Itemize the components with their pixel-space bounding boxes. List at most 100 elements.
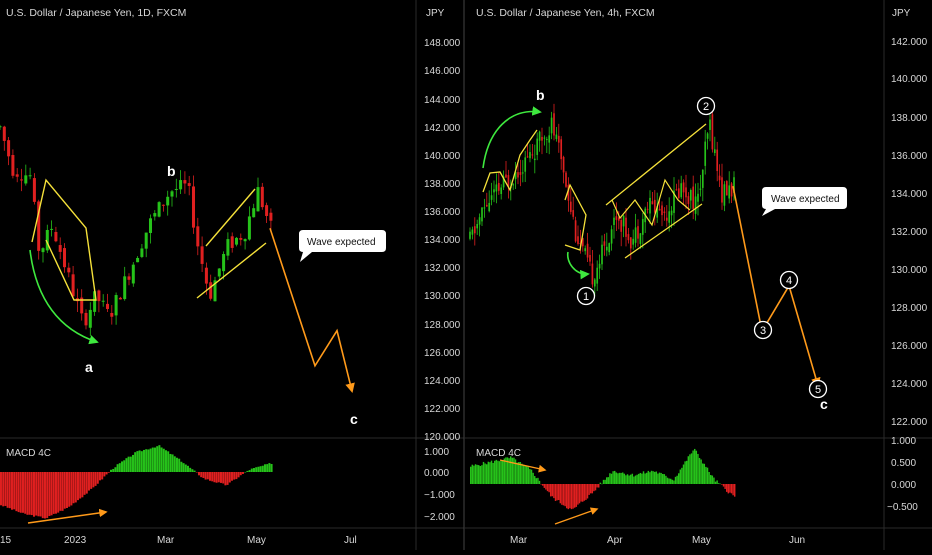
macd-bar	[676, 475, 678, 484]
candle-body	[603, 241, 606, 246]
right-price-axis[interactable]: 142.000 140.000 138.000 136.000 134.000 …	[891, 37, 928, 428]
macd-bar	[99, 472, 101, 481]
candle-body	[730, 183, 733, 197]
macd-bar	[599, 482, 602, 484]
right-macd-divergence-arrow-1	[499, 459, 547, 473]
right-wave-b-pattern	[482, 129, 538, 193]
right-channel-lower	[624, 203, 703, 259]
right-callout-text: Wave expected	[771, 194, 840, 205]
candle-body	[581, 238, 584, 247]
wave-count-circle	[808, 379, 828, 399]
candle-body	[136, 257, 140, 263]
candle-body	[526, 156, 529, 158]
macd-bar	[167, 451, 170, 472]
macd-bar	[41, 472, 44, 519]
macd-bar	[74, 472, 77, 503]
macd-bar	[470, 466, 472, 484]
candle-body	[521, 172, 524, 174]
right-candles	[469, 100, 735, 296]
right-time-tick: Jun	[789, 535, 805, 546]
candle-body	[639, 233, 642, 244]
wave-count-number: 2	[703, 101, 709, 113]
macd-bar	[490, 460, 493, 484]
candle-body	[505, 174, 507, 178]
macd-bar	[180, 461, 183, 472]
macd-bar	[564, 484, 566, 507]
macd-bar	[580, 484, 582, 502]
macd-bar	[116, 464, 119, 472]
candle-body	[615, 216, 618, 220]
macd-bar	[524, 465, 526, 484]
macd-bar	[503, 458, 506, 484]
macd-bar	[546, 484, 549, 492]
macd-bar	[66, 472, 68, 508]
macd-bar	[649, 472, 651, 484]
macd-bar	[213, 472, 216, 483]
macd-bar	[505, 457, 507, 484]
candle-body	[62, 248, 67, 268]
macd-bar	[217, 472, 220, 483]
candle-body	[620, 219, 623, 232]
right-wave-projection	[732, 185, 821, 388]
candle-body	[0, 126, 2, 128]
candle-body	[538, 131, 541, 141]
candle-body	[663, 211, 666, 214]
left-time-axis[interactable]: 15 2023 Mar May Jul	[0, 535, 357, 546]
macd-bar	[500, 460, 502, 484]
candle-body	[692, 186, 695, 209]
macd-bar	[15, 472, 18, 512]
macd-bar	[682, 464, 685, 484]
left-wave-projection	[269, 228, 355, 393]
right-price-tick: 128.000	[891, 303, 928, 314]
right-time-axis[interactable]: Mar Apr May Jun	[510, 535, 805, 546]
left-macd-axis[interactable]: 1.000 0.000 −1.000 −2.000	[424, 447, 455, 523]
macd-bar	[206, 472, 209, 480]
macd-bar	[730, 484, 733, 494]
macd-bar	[663, 474, 666, 484]
right-macd-axis[interactable]: 1.000 0.500 0.000 −0.500	[887, 436, 918, 513]
right-price-tick: 130.000	[891, 265, 928, 276]
macd-bar	[711, 475, 714, 484]
macd-bar	[681, 467, 683, 484]
candle-body	[174, 188, 178, 190]
macd-bar	[112, 468, 115, 472]
macd-bar	[158, 445, 161, 472]
macd-bar	[165, 450, 167, 472]
macd-bar	[22, 472, 24, 513]
macd-bar	[79, 472, 82, 499]
right-macd-histogram	[470, 448, 736, 510]
candle-body	[2, 126, 6, 141]
macd-bar	[690, 453, 693, 484]
macd-bar	[226, 472, 229, 485]
macd-bar	[638, 473, 640, 484]
left-price-axis[interactable]: 148.000 146.000 144.000 142.000 140.000 …	[424, 38, 461, 443]
macd-bar	[160, 447, 163, 472]
macd-bar	[582, 484, 584, 502]
macd-bar	[492, 462, 494, 484]
candle-body	[234, 237, 239, 245]
macd-bar	[255, 467, 258, 472]
macd-bar	[692, 450, 694, 484]
right-green-curve-arrow-b	[482, 106, 542, 169]
macd-bar	[604, 479, 606, 484]
macd-bar	[215, 472, 218, 483]
candle-body	[541, 136, 543, 141]
left-time-tick: May	[247, 535, 266, 546]
macd-bar	[607, 477, 610, 484]
candle-body	[123, 276, 127, 300]
macd-bar	[37, 472, 40, 517]
macd-bar	[679, 469, 682, 484]
macd-bar	[145, 449, 148, 472]
macd-bar	[136, 451, 139, 472]
candle-body	[622, 215, 625, 227]
candle-body	[668, 211, 671, 223]
macd-bar	[487, 461, 490, 484]
candle-body	[265, 205, 269, 216]
candle-body	[131, 264, 135, 284]
macd-bar	[551, 484, 554, 497]
candle-body	[217, 268, 221, 277]
macd-bar	[239, 472, 242, 476]
macd-bar	[668, 478, 670, 484]
macd-bar	[11, 472, 13, 510]
